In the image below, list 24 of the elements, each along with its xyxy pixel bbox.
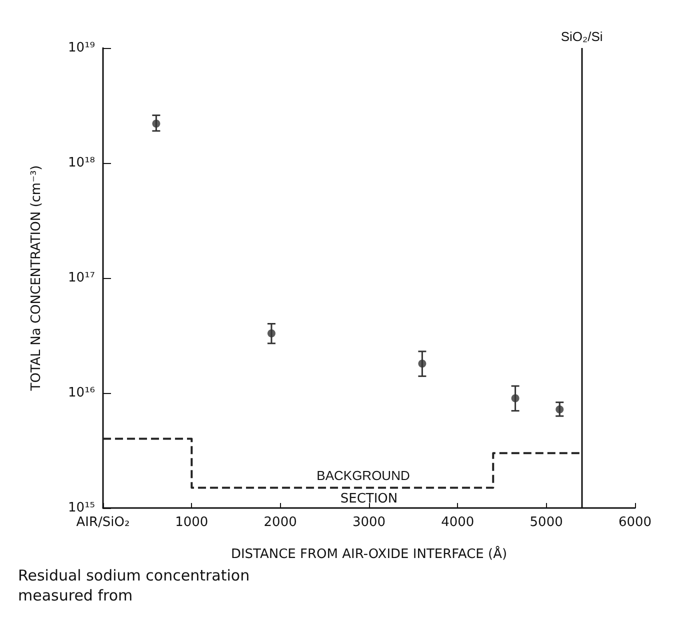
x-tick-label: 4000 bbox=[441, 515, 474, 530]
point bbox=[556, 405, 564, 414]
y-tick-label: 10¹⁵ bbox=[68, 500, 95, 516]
x-tick-label: 2000 bbox=[264, 515, 297, 530]
ref-line-label: SiO₂/Si bbox=[560, 29, 603, 44]
y-tick-label: 10¹⁸ bbox=[68, 156, 95, 170]
x-axis-title: DISTANCE FROM AIR-OXIDE INTERFACE (Å) bbox=[230, 545, 508, 562]
x-tick-label: 3000 bbox=[352, 515, 386, 530]
y-tick-label: 10¹⁶ bbox=[68, 386, 95, 400]
text: Residual sodium concentration bbox=[18, 566, 250, 584]
x-tick-label: 5000 bbox=[530, 515, 563, 530]
y-tick-label: 10¹⁷ bbox=[68, 270, 95, 286]
y-tick-label: 10¹⁹ bbox=[68, 40, 95, 56]
x-tick-label: AIR/SiO₂ bbox=[76, 515, 130, 530]
point bbox=[267, 329, 276, 338]
text: measured from bbox=[18, 586, 133, 604]
point bbox=[152, 120, 160, 128]
y-axis-title: TOTAL Na CONCENTRATION (cm⁻³) bbox=[29, 165, 44, 392]
point bbox=[511, 394, 520, 402]
series-label: BACKGROUND bbox=[316, 468, 410, 484]
point bbox=[418, 360, 426, 368]
x-tick-label: 6000 bbox=[618, 515, 652, 530]
annotation: SECTION bbox=[340, 492, 398, 506]
x-tick-label: 1000 bbox=[175, 515, 208, 530]
